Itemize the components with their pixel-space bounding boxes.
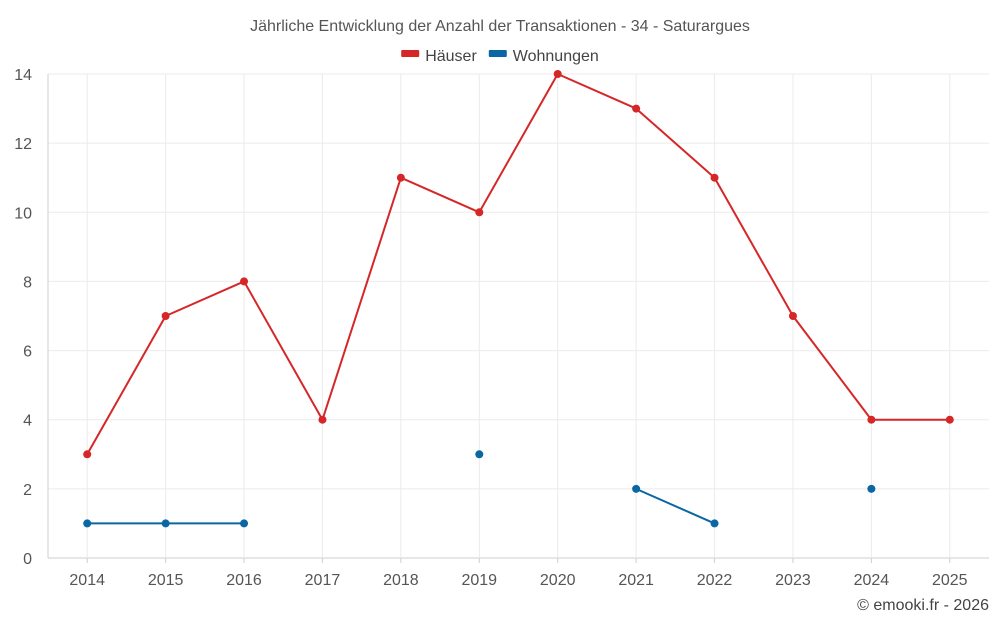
data-point [83,519,92,528]
data-point [632,104,641,113]
data-point [318,415,327,424]
data-point [867,415,876,424]
data-point [632,484,641,493]
data-point [788,312,797,320]
y-tick-label: 4 [23,413,32,430]
x-axis: 2014 2015 2016 2017 2018 2019 2020 2021 2022 2023… [69,558,968,589]
x-tick-label: 2021 [618,572,654,589]
data-point [475,208,484,217]
x-tick-label: 2018 [383,572,419,589]
data-point [161,519,170,528]
y-tick-label: 2 [23,482,32,499]
legend-swatch [488,50,507,57]
series-line [635,487,715,525]
y-tick-label: 14 [14,67,32,84]
x-tick-label: 2020 [540,572,576,589]
series-Wohnungen [83,450,876,528]
series-line [86,73,950,455]
data-point [945,415,954,424]
data-point [553,70,562,78]
y-tick-label: 10 [14,205,32,222]
y-tick-label: 12 [14,136,32,153]
legend-label: Häuser [425,48,477,65]
x-tick-label: 2015 [148,572,184,589]
data-point [710,173,719,182]
x-tick-label: 2024 [854,572,890,589]
data-point [240,519,249,528]
credit-text: © emooki.fr - 2026 [857,597,989,614]
data-point [867,484,876,493]
y-axis: 0 2 4 6 8 10 12 14 [14,67,32,568]
data-point [83,450,92,459]
x-tick-label: 2017 [305,572,341,589]
data-point [240,277,249,286]
legend-swatch [401,50,420,57]
series-Häuser [83,70,954,459]
y-tick-label: 8 [23,274,32,291]
grid [47,73,989,559]
y-tick-label: 6 [23,344,32,361]
data-point [710,519,719,528]
data-point [396,173,405,182]
y-tick-label: 0 [23,551,32,568]
x-tick-label: 2016 [226,572,262,589]
x-tick-label: 2022 [697,572,733,589]
data-point [161,312,170,320]
legend-label: Wohnungen [513,48,599,65]
x-tick-label: 2019 [461,572,497,589]
x-tick-label: 2023 [775,572,811,589]
data-point [475,450,484,459]
series-layer [83,70,954,528]
legend: Häuser Wohnungen [401,48,599,65]
chart-title: Jährliche Entwicklung der Anzahl der Tra… [250,18,750,35]
x-tick-label: 2025 [932,572,968,589]
x-tick-label: 2014 [69,572,105,589]
